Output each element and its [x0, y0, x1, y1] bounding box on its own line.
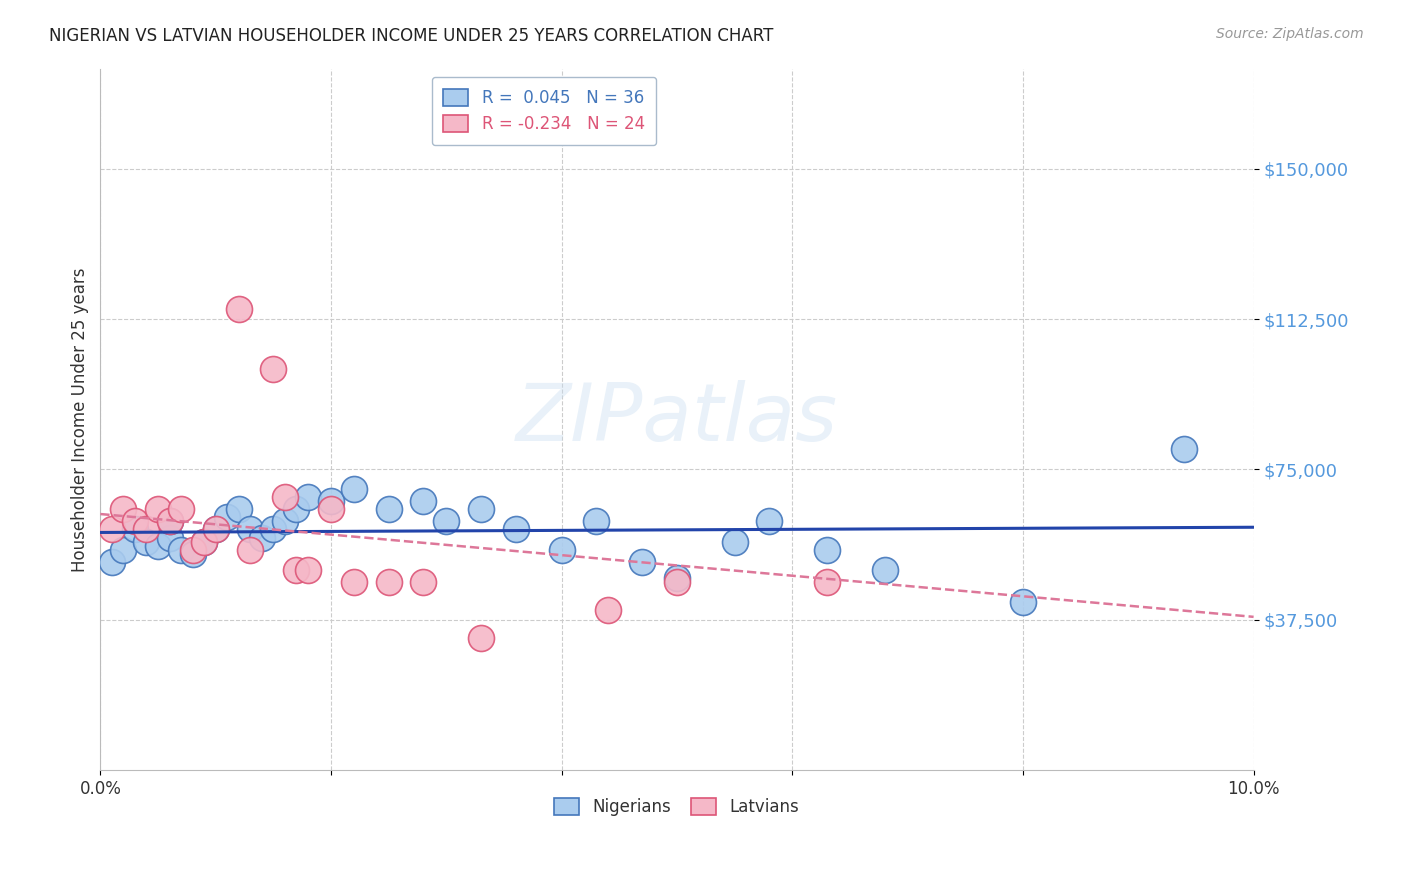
Point: [170, 542, 193, 557]
Point: [170, 502, 193, 516]
Point: [193, 534, 215, 549]
Point: [377, 502, 399, 516]
Point: [343, 483, 366, 497]
Point: [665, 574, 688, 589]
Point: [377, 574, 399, 589]
Point: [596, 602, 619, 616]
Point: [228, 301, 250, 316]
Point: [262, 362, 284, 376]
Y-axis label: Householder Income Under 25 years: Householder Income Under 25 years: [72, 267, 89, 572]
Point: [101, 555, 124, 569]
Point: [204, 523, 226, 537]
Point: [159, 531, 181, 545]
Point: [665, 571, 688, 585]
Point: [239, 523, 262, 537]
Point: [112, 542, 135, 557]
Text: NIGERIAN VS LATVIAN HOUSEHOLDER INCOME UNDER 25 YEARS CORRELATION CHART: NIGERIAN VS LATVIAN HOUSEHOLDER INCOME U…: [49, 27, 773, 45]
Point: [181, 542, 204, 557]
Point: [285, 502, 308, 516]
Point: [285, 563, 308, 577]
Point: [505, 523, 527, 537]
Point: [135, 534, 157, 549]
Point: [470, 631, 492, 645]
Point: [274, 515, 297, 529]
Point: [815, 542, 838, 557]
Point: [434, 515, 457, 529]
Point: [239, 542, 262, 557]
Point: [124, 523, 146, 537]
Point: [470, 502, 492, 516]
Point: [228, 502, 250, 516]
Point: [412, 494, 434, 508]
Point: [146, 502, 169, 516]
Point: [181, 547, 204, 561]
Legend: Nigerians, Latvians: Nigerians, Latvians: [546, 790, 808, 825]
Point: [135, 523, 157, 537]
Text: Source: ZipAtlas.com: Source: ZipAtlas.com: [1216, 27, 1364, 41]
Point: [262, 523, 284, 537]
Point: [159, 515, 181, 529]
Point: [319, 502, 342, 516]
Point: [343, 574, 366, 589]
Point: [873, 563, 896, 577]
Point: [631, 555, 654, 569]
Point: [159, 515, 181, 529]
Point: [550, 542, 572, 557]
Point: [274, 491, 297, 505]
Point: [124, 515, 146, 529]
Point: [204, 523, 226, 537]
Point: [112, 502, 135, 516]
Point: [585, 515, 607, 529]
Text: ZIPatlas: ZIPatlas: [516, 380, 838, 458]
Point: [297, 491, 319, 505]
Point: [815, 574, 838, 589]
Point: [101, 523, 124, 537]
Point: [193, 534, 215, 549]
Point: [1012, 594, 1035, 608]
Point: [319, 494, 342, 508]
Point: [412, 574, 434, 589]
Point: [250, 531, 273, 545]
Point: [1173, 442, 1195, 457]
Point: [724, 534, 747, 549]
Point: [217, 510, 239, 524]
Point: [297, 563, 319, 577]
Point: [146, 539, 169, 553]
Point: [758, 515, 780, 529]
